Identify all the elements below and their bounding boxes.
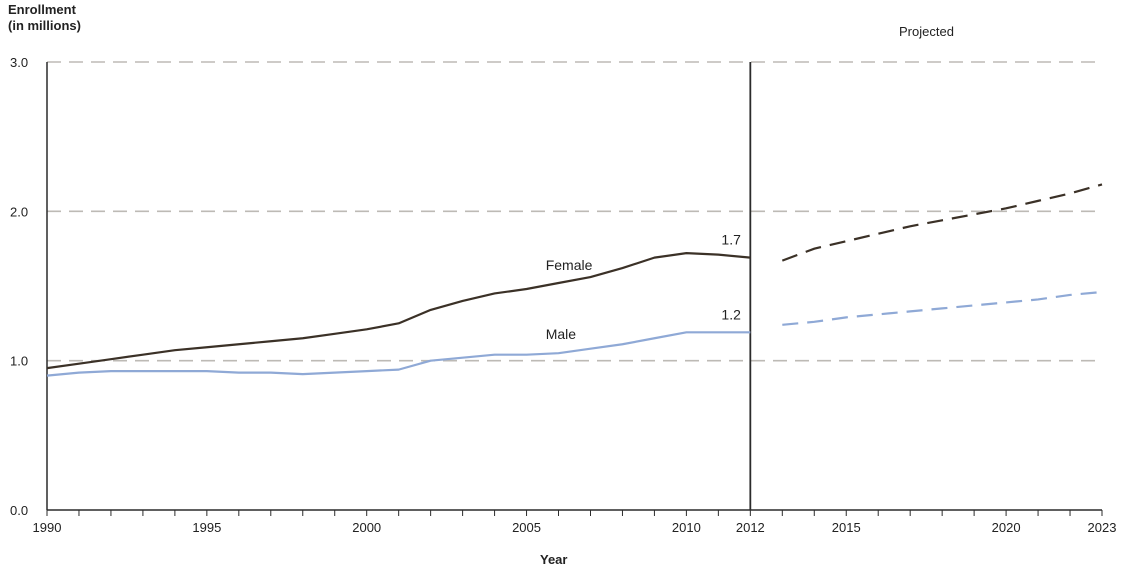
series-line-male-projected (782, 290, 1103, 326)
projected-label: Projected (899, 24, 954, 39)
x-tick-label: 2005 (512, 520, 541, 535)
x-tick-label: 2012 (736, 520, 765, 535)
y-tick-label: 0.0 (10, 503, 28, 518)
series-line-female-actual (46, 252, 751, 370)
series-label-female: Female (546, 257, 593, 273)
x-tick-label: 2010 (672, 520, 701, 535)
x-tick-label: 2020 (992, 520, 1021, 535)
x-tick-label: 2000 (352, 520, 381, 535)
x-axis-title: Year (540, 552, 568, 567)
x-tick-label: 1990 (33, 520, 62, 535)
series-line-male-actual (46, 331, 751, 377)
data-label-female-2012: 1.7 (721, 232, 741, 248)
y-axis-title-line2: (in millions) (8, 18, 81, 33)
y-tick-label: 1.0 (10, 354, 28, 369)
y-tick-label: 2.0 (10, 204, 28, 219)
x-tick-label: 2023 (1088, 520, 1117, 535)
y-axis-title-line1: Enrollment (8, 2, 76, 17)
x-tick-label: 1995 (192, 520, 221, 535)
x-tick-label: 2015 (832, 520, 861, 535)
series-label-male: Male (546, 326, 577, 342)
y-axis-title: Enrollment (in millions) (8, 2, 81, 34)
data-label-male-2012: 1.2 (721, 306, 741, 322)
y-tick-label: 3.0 (10, 55, 28, 70)
series-line-female-projected (781, 183, 1103, 262)
